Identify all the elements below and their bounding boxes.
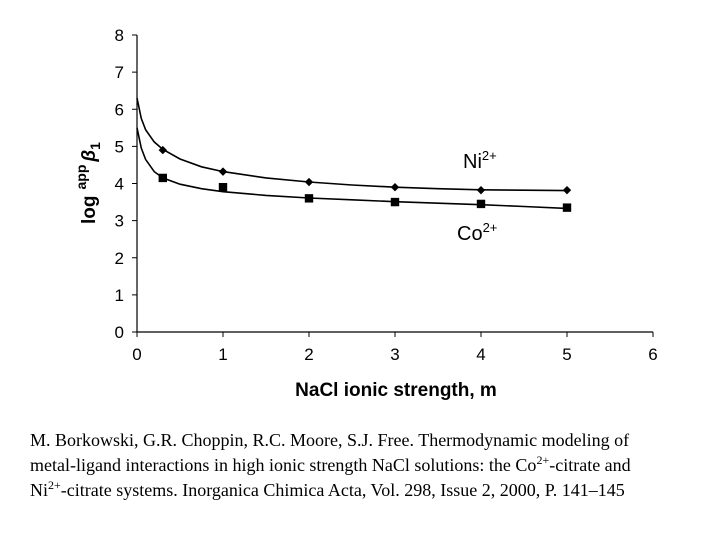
series-1-fit-line bbox=[136, 127, 568, 210]
citation-line-3-text-a: Ni bbox=[30, 480, 48, 500]
series-1-point bbox=[218, 183, 228, 192]
y-tick-label: 3 bbox=[115, 212, 124, 231]
series-label-ni: Ni2+ bbox=[463, 148, 497, 173]
svg-text:logappβ1: log app β1 bbox=[73, 142, 103, 224]
series-markers bbox=[158, 145, 572, 212]
series-label-ni-base: Ni bbox=[463, 151, 482, 173]
series-label-co-base: Co bbox=[457, 223, 483, 245]
y-axis-title-log: log bbox=[79, 195, 100, 224]
series-0-point bbox=[390, 183, 400, 192]
series-0-fit-line bbox=[136, 97, 568, 192]
citation-line-1: M. Borkowski, G.R. Choppin, R.C. Moore, … bbox=[30, 428, 700, 453]
chart: 0 1 2 3 4 5 6 7 8 0 1 2 3 4 5 6 NaCl ionic strength, m… bbox=[73, 26, 658, 401]
series-1-point bbox=[562, 203, 572, 212]
y-tick-label: 2 bbox=[115, 249, 124, 268]
citation-line-2-sup: 2+ bbox=[536, 453, 550, 467]
y-tick-label: 6 bbox=[115, 100, 124, 119]
y-axis-title-beta: β bbox=[79, 150, 100, 163]
y-tick-label: 1 bbox=[115, 286, 124, 305]
y-axis-ticks: 0 1 2 3 4 5 6 7 8 bbox=[115, 26, 137, 342]
series-label-co: Co2+ bbox=[457, 220, 497, 245]
series-0-point bbox=[562, 185, 572, 195]
x-tick-label: 2 bbox=[304, 345, 313, 364]
y-axis-title: log app β1 bbox=[73, 142, 103, 224]
y-tick-label: 4 bbox=[115, 175, 124, 194]
y-axis-title-sup: app bbox=[73, 165, 89, 190]
y-axis-title-sub: 1 bbox=[87, 142, 103, 150]
x-axis-title: NaCl ionic strength, m bbox=[295, 380, 497, 401]
series-0-point bbox=[218, 167, 228, 176]
x-tick-label: 0 bbox=[132, 345, 141, 364]
citation-line-1-text: M. Borkowski, G.R. Choppin, R.C. Moore, … bbox=[30, 430, 630, 450]
y-tick-label: 5 bbox=[115, 137, 124, 156]
x-tick-label: 5 bbox=[562, 345, 571, 364]
x-tick-label: 4 bbox=[476, 345, 485, 364]
citation-line-2: metal-ligand interactions in high ionic … bbox=[30, 453, 700, 478]
x-axis-ticks: 0 1 2 3 4 5 6 bbox=[132, 332, 658, 364]
series-label-ni-sup: 2+ bbox=[482, 148, 497, 163]
y-tick-label: 7 bbox=[115, 63, 124, 82]
y-tick-label: 0 bbox=[115, 323, 124, 342]
citation-line-2-text-a: metal-ligand interactions in high ionic … bbox=[30, 455, 537, 475]
series-label-co-sup: 2+ bbox=[483, 220, 498, 235]
series-1-point bbox=[476, 199, 486, 209]
citation-line-3-text-b: -citrate systems. Inorganica Chimica Act… bbox=[60, 480, 625, 500]
series-curves bbox=[136, 97, 568, 210]
series-0-point bbox=[158, 145, 167, 155]
series-0-point bbox=[476, 185, 486, 195]
x-tick-label: 3 bbox=[390, 345, 399, 364]
series-1-point bbox=[158, 173, 167, 183]
y-tick-label: 8 bbox=[115, 26, 124, 45]
series-1-point bbox=[390, 197, 400, 207]
x-tick-label: 1 bbox=[218, 345, 227, 364]
series-0-point bbox=[304, 177, 314, 187]
citation-line-2-text-b: -citrate and bbox=[549, 455, 631, 475]
x-tick-label: 6 bbox=[648, 345, 657, 364]
citation-line-3: Ni2+-citrate systems. Inorganica Chimica… bbox=[30, 478, 700, 503]
citation-line-3-sup: 2+ bbox=[48, 478, 61, 492]
citation-caption: M. Borkowski, G.R. Choppin, R.C. Moore, … bbox=[30, 428, 700, 503]
series-1-point bbox=[304, 194, 314, 203]
